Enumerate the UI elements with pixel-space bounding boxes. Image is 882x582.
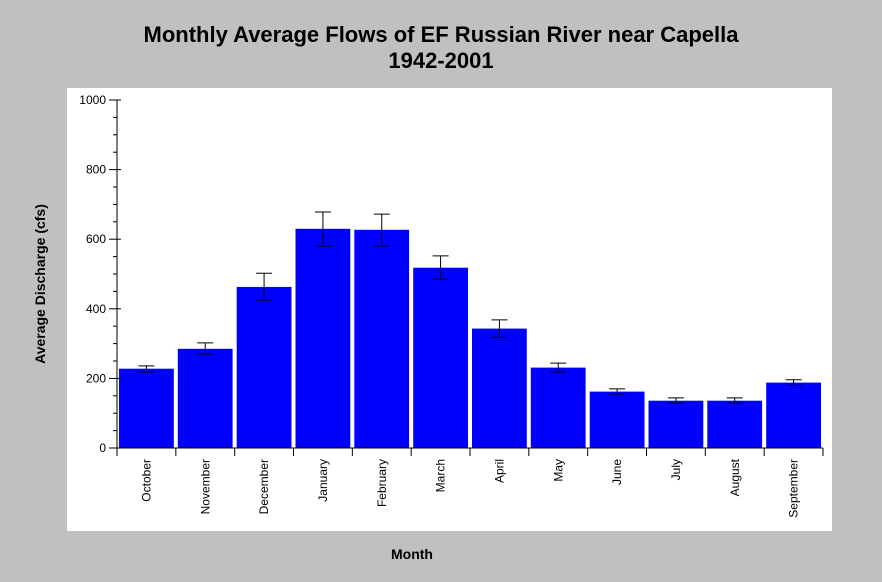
bar (472, 328, 527, 448)
x-tick-label: January (316, 459, 330, 502)
y-axis: 0 200 400 600 800 1000 (79, 93, 121, 455)
x-tick-label: August (728, 458, 742, 496)
bar (354, 229, 410, 448)
chart-title-line: Monthly Average Flows of EF Russian Rive… (143, 22, 739, 47)
bar (648, 400, 704, 448)
chart-title: Monthly Average Flows of EF Russian Rive… (0, 22, 882, 74)
x-axis-title: Month (391, 546, 433, 562)
y-axis-title: Average Discharge (cfs) (32, 204, 48, 364)
x-tick-label: September (787, 459, 801, 518)
bar (589, 391, 645, 448)
x-tick-label: November (198, 459, 212, 514)
y-tick-label: 400 (86, 302, 106, 316)
x-tick-label: April (492, 459, 506, 483)
x-tick-label: July (669, 459, 683, 480)
bar (119, 368, 174, 448)
x-tick-label: May (551, 459, 565, 482)
chart-subtitle-line: 1942-2001 (388, 48, 494, 73)
bar (177, 348, 233, 448)
x-axis: October November December January February Ma… (116, 447, 824, 518)
y-tick-label: 800 (86, 163, 106, 177)
bar (413, 267, 468, 448)
error-bars-group (138, 211, 802, 404)
bar (707, 400, 763, 448)
bars-group (119, 228, 821, 448)
x-tick-label: March (434, 459, 448, 492)
y-tick-label: 0 (99, 441, 106, 455)
bar (295, 228, 351, 448)
x-tick-label: June (610, 459, 624, 485)
y-tick-label: 200 (86, 371, 106, 385)
y-tick-label: 600 (86, 232, 106, 246)
bar (766, 382, 821, 448)
x-tick-label: December (257, 459, 271, 514)
x-tick-label: October (139, 459, 153, 502)
bar (530, 367, 586, 448)
bar (236, 286, 292, 448)
y-tick-label: 1000 (79, 93, 106, 107)
x-tick-label: February (375, 459, 389, 507)
